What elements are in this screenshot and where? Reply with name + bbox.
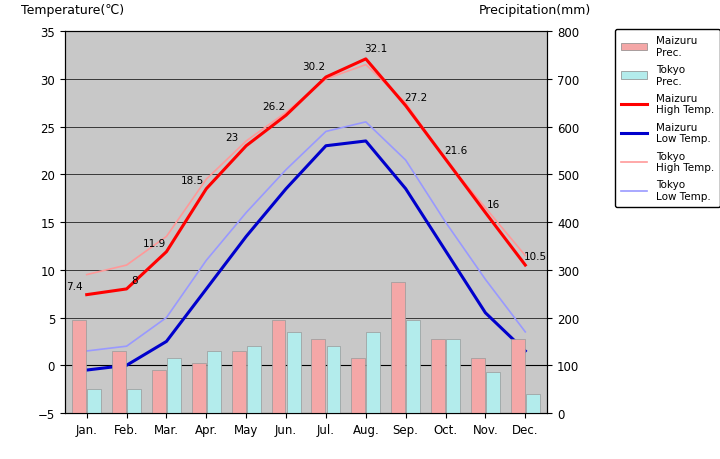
Bar <box>192 363 206 413</box>
Text: 30.2: 30.2 <box>302 62 325 72</box>
Bar <box>311 339 325 413</box>
Bar <box>510 339 525 413</box>
Bar <box>87 389 102 413</box>
Text: 11.9: 11.9 <box>143 238 166 248</box>
Bar <box>471 358 485 413</box>
Legend: Maizuru
Prec., Tokyo
Prec., Maizuru
High Temp., Maizuru
Low Temp., Tokyo
High Te: Maizuru Prec., Tokyo Prec., Maizuru High… <box>615 30 720 208</box>
Bar <box>431 339 445 413</box>
Text: 10.5: 10.5 <box>523 252 546 262</box>
Bar <box>152 370 166 413</box>
Text: Precipitation(mm): Precipitation(mm) <box>478 4 590 17</box>
Bar <box>327 347 341 413</box>
Bar <box>207 351 221 413</box>
Bar <box>391 282 405 413</box>
Bar <box>167 358 181 413</box>
Bar <box>247 347 261 413</box>
Text: 26.2: 26.2 <box>263 102 286 112</box>
Text: 7.4: 7.4 <box>66 281 83 291</box>
Bar <box>406 320 420 413</box>
Text: 21.6: 21.6 <box>444 146 467 156</box>
Bar <box>366 332 380 413</box>
Bar <box>526 394 540 413</box>
Bar <box>271 320 285 413</box>
Bar <box>127 389 141 413</box>
Bar <box>72 320 86 413</box>
Bar <box>112 351 126 413</box>
Text: 18.5: 18.5 <box>181 175 204 185</box>
Bar <box>287 332 301 413</box>
Text: 27.2: 27.2 <box>404 93 427 103</box>
Text: Temperature(℃): Temperature(℃) <box>22 4 125 17</box>
Text: 8: 8 <box>131 275 138 285</box>
Text: 23: 23 <box>225 133 239 143</box>
Text: 16: 16 <box>487 199 500 209</box>
Bar <box>446 339 460 413</box>
Bar <box>351 358 365 413</box>
Bar <box>486 373 500 413</box>
Bar <box>232 351 246 413</box>
Text: 32.1: 32.1 <box>364 44 387 54</box>
